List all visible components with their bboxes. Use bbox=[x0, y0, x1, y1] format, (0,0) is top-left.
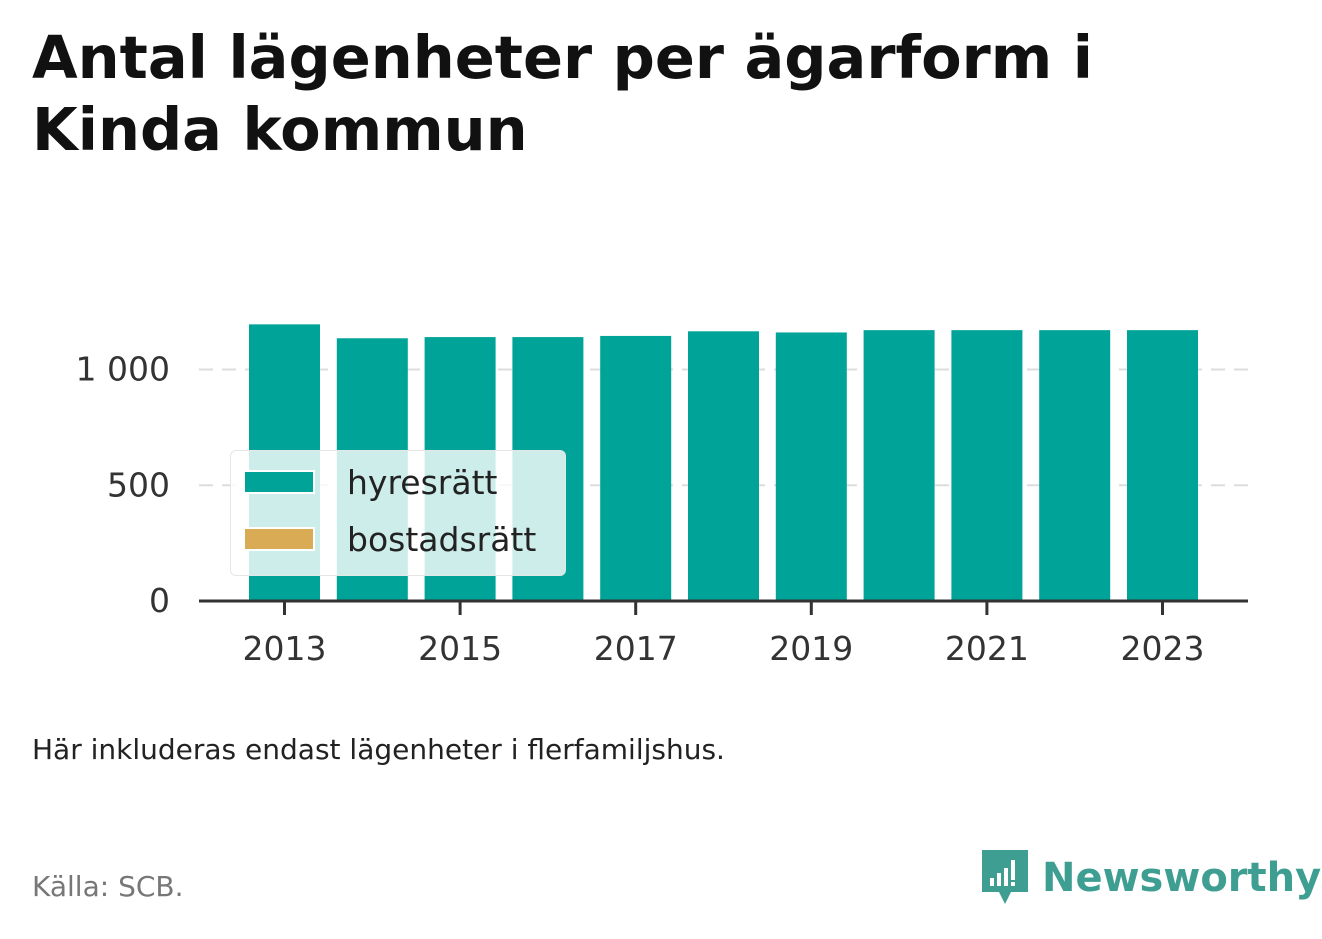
bar-hyresratt-2022[interactable] bbox=[1039, 330, 1111, 601]
brand-name: Newsworthy bbox=[1042, 855, 1322, 901]
legend: hyresrätt bostadsrätt bbox=[230, 450, 566, 576]
axes: 0 500 1 000 2013 2015 2017 2019 2021 2023 bbox=[76, 350, 1248, 668]
bar-hyresratt-2019[interactable] bbox=[775, 332, 847, 601]
x-tick-label: 2019 bbox=[769, 629, 853, 668]
y-tick-label: 1 000 bbox=[76, 350, 170, 389]
x-tick-label: 2017 bbox=[594, 629, 678, 668]
y-tick-label: 0 bbox=[149, 581, 170, 620]
legend-label-bostadsratt: bostadsrätt bbox=[347, 519, 537, 559]
bar-hyresratt-2017[interactable] bbox=[600, 335, 672, 601]
y-tick-label: 500 bbox=[107, 465, 170, 504]
x-tick-label: 2021 bbox=[945, 629, 1029, 668]
legend-item-bostadsratt[interactable]: bostadsrätt bbox=[243, 519, 537, 559]
chart-title: Antal lägenheter per ägarform i Kinda ko… bbox=[32, 23, 1093, 164]
legend-swatch-bostadsratt bbox=[243, 527, 315, 551]
chart-note: Här inkluderas endast lägenheter i flerf… bbox=[32, 733, 725, 766]
brand[interactable]: Newsworthy bbox=[980, 848, 1321, 908]
newsworthy-logo-icon bbox=[982, 850, 1028, 904]
x-tick-label: 2023 bbox=[1121, 629, 1205, 668]
source-text: Källa: SCB. bbox=[32, 870, 184, 903]
bar-hyresratt-2018[interactable] bbox=[688, 331, 759, 601]
legend-label-hyresratt: hyresrätt bbox=[347, 462, 498, 502]
x-tick-label: 2015 bbox=[418, 629, 502, 668]
legend-swatch-hyresratt bbox=[243, 470, 315, 494]
x-tick-label: 2013 bbox=[243, 629, 327, 668]
bar-hyresratt-2020[interactable] bbox=[863, 330, 935, 601]
legend-item-hyresratt[interactable]: hyresrätt bbox=[243, 462, 498, 502]
bar-hyresratt-2021[interactable] bbox=[951, 330, 1023, 601]
bar-hyresratt-2023[interactable] bbox=[1127, 330, 1198, 601]
